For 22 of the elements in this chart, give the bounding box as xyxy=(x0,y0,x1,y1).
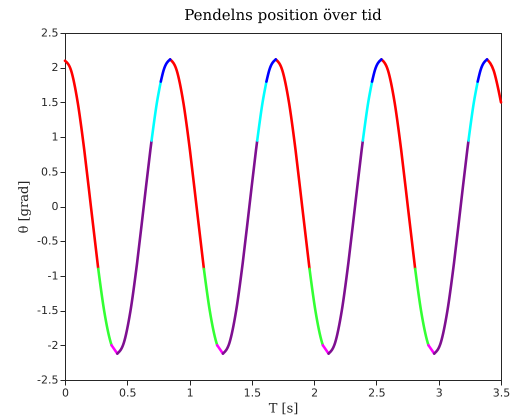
y-tick-label: 1 xyxy=(52,130,58,144)
y-axis-title: θ [grad] xyxy=(17,180,32,234)
x-tick-label: 2 xyxy=(311,386,318,400)
y-tick-label: -2 xyxy=(48,338,58,352)
x-tick-label: 1.5 xyxy=(244,386,262,400)
y-tick-label: 2.5 xyxy=(41,26,58,40)
y-tick-label: 0.5 xyxy=(41,165,58,178)
y-tick-label: 0 xyxy=(52,200,58,213)
chart-title: Pendelns position över tid xyxy=(184,6,382,24)
x-tick-label: 3 xyxy=(436,386,443,400)
y-tick-label: 2 xyxy=(52,61,58,74)
x-tick-label: 1 xyxy=(186,386,194,400)
y-tick-label: -2.5 xyxy=(37,374,58,386)
x-axis-title: T [s] xyxy=(268,402,298,416)
x-tick-label: 0 xyxy=(62,386,69,400)
x-tick-label: 0.5 xyxy=(119,386,137,400)
x-tick-label: 2.5 xyxy=(368,386,386,400)
y-tick-label: -0.5 xyxy=(37,234,58,248)
y-tick-label: -1 xyxy=(48,269,58,282)
y-tick-label: -1.5 xyxy=(37,304,58,318)
x-tick-label: 3.5 xyxy=(492,386,510,400)
y-tick-label: 1.5 xyxy=(41,96,58,109)
